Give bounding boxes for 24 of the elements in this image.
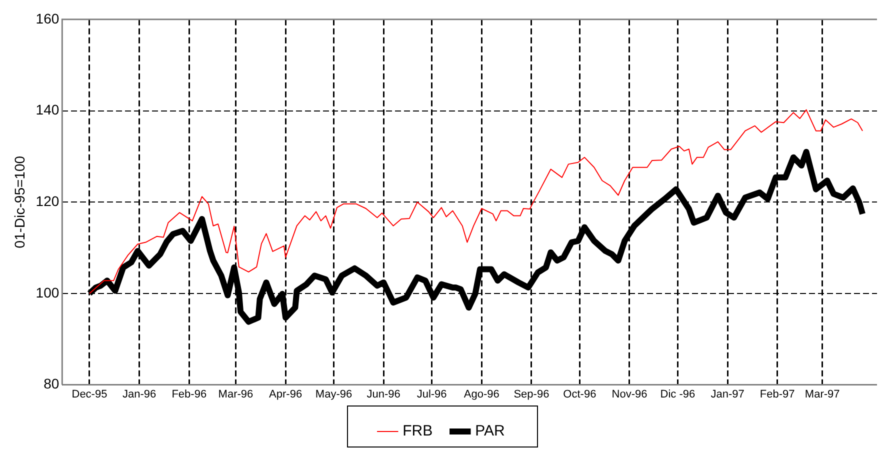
x-tick-label: Ago-96 <box>464 388 500 400</box>
y-tick-label: 140 <box>36 102 60 118</box>
legend-label: PAR <box>475 422 506 440</box>
y-tick-label: 160 <box>36 10 60 26</box>
x-tick-label: Dec-95 <box>72 388 108 400</box>
x-tick-label: Sep-96 <box>514 388 550 400</box>
x-tick-label: Jan-96 <box>122 388 156 400</box>
x-tick-label: Apr-96 <box>269 388 302 400</box>
x-tick-label: Nov-96 <box>612 388 648 400</box>
y-axis-title: 01-Dic-95=100 <box>11 156 28 248</box>
x-tick-label: Feb-97 <box>760 388 795 400</box>
x-tick-label: Oct-96 <box>563 388 596 400</box>
x-tick-label: Jun-96 <box>366 388 400 400</box>
x-tick-label: May-96 <box>315 388 352 400</box>
legend-label: FRB <box>402 422 433 440</box>
x-tick-label: Jan-97 <box>710 388 744 400</box>
y-tick-label: 120 <box>36 192 60 209</box>
y-tick-label: 100 <box>36 284 60 300</box>
x-tick-label: Dic -96 <box>660 388 696 400</box>
x-tick-label: Mar-97 <box>804 388 840 400</box>
x-tick-label: Jul-96 <box>416 388 447 400</box>
x-tick-label: Feb-96 <box>172 388 207 400</box>
x-tick-label: Mar-96 <box>218 388 254 400</box>
y-tick-label: 80 <box>44 376 60 392</box>
